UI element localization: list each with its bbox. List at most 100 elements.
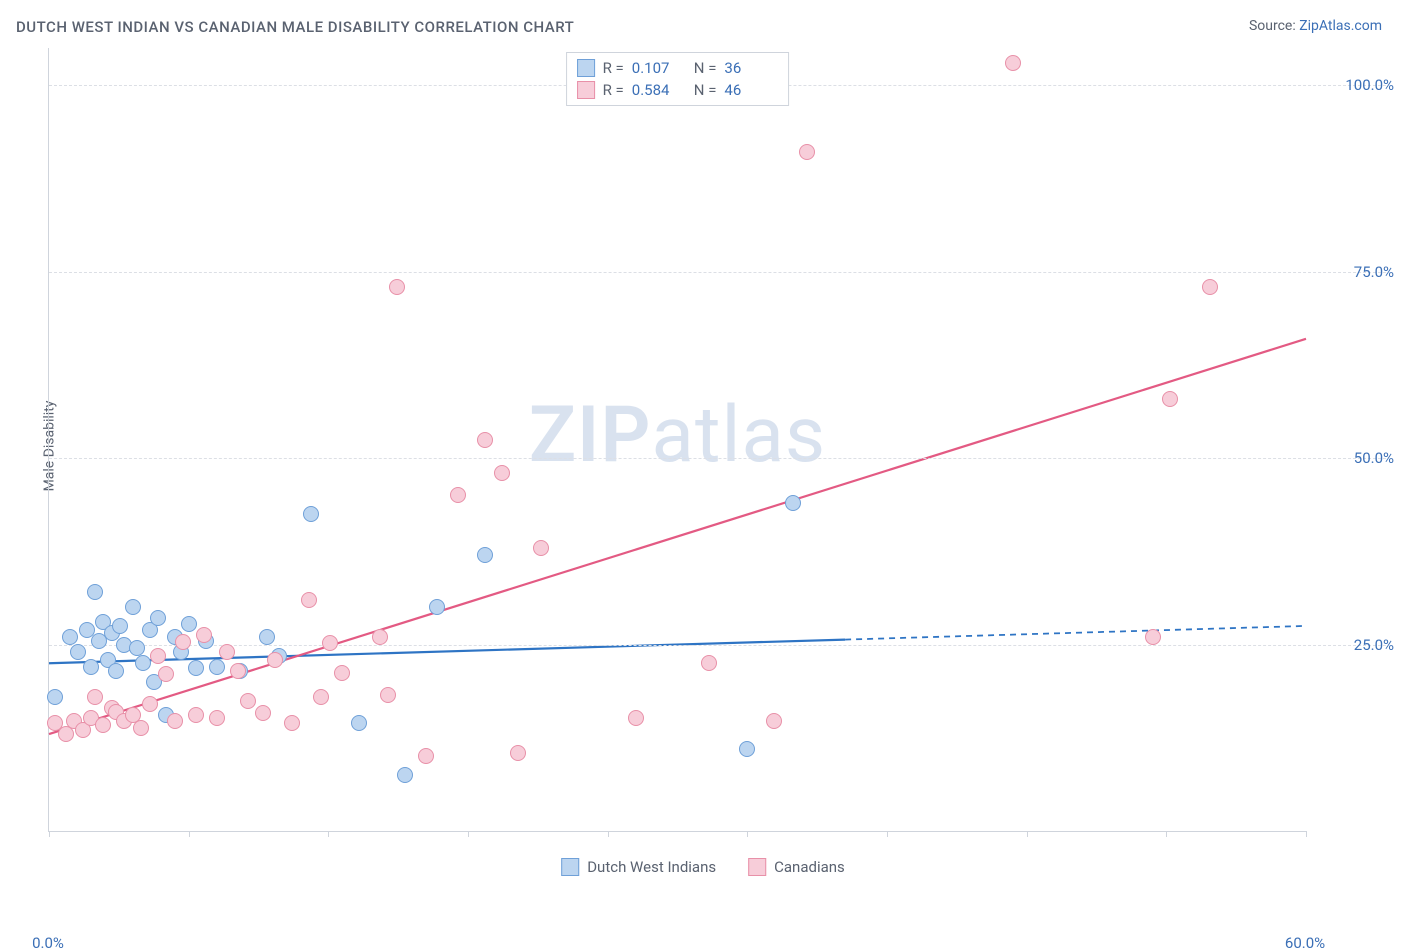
xtick [1306, 831, 1307, 837]
scatter-point [533, 540, 549, 556]
gridline [49, 272, 1386, 273]
scatter-point [1145, 629, 1161, 645]
scatter-point [150, 610, 166, 626]
ytick-label: 75.0% [1354, 263, 1394, 281]
legend-top-row: R = 0.107 N = 36 [577, 59, 779, 77]
source-link[interactable]: ZipAtlas.com [1299, 18, 1382, 34]
watermark-atlas: atlas [652, 389, 827, 480]
r-label: R = [603, 81, 624, 99]
chart-container: DUTCH WEST INDIAN VS CANADIAN MALE DISAB… [0, 0, 1406, 892]
scatter-point [95, 717, 111, 733]
xtick-label-min: 0.0% [32, 934, 64, 952]
scatter-point [701, 655, 717, 671]
series-legend: Dutch West Indians Canadians [561, 858, 845, 876]
xtick-label-max: 60.0% [1285, 934, 1325, 952]
scatter-point [785, 495, 801, 511]
gridline [49, 458, 1386, 459]
scatter-point [209, 710, 225, 726]
scatter-point [267, 652, 283, 668]
scatter-point [477, 432, 493, 448]
scatter-point [125, 599, 141, 615]
r-value: 0.584 [632, 81, 686, 99]
scatter-point [739, 741, 755, 757]
r-label: R = [603, 59, 624, 77]
xtick [1166, 831, 1167, 837]
scatter-point [47, 689, 63, 705]
xtick [49, 831, 50, 837]
scatter-point [429, 599, 445, 615]
scatter-point [230, 663, 246, 679]
scatter-point [175, 634, 191, 650]
legend-bottom-item: Dutch West Indians [561, 858, 716, 876]
scatter-point [301, 592, 317, 608]
scatter-point [418, 748, 434, 764]
scatter-point [108, 663, 124, 679]
scatter-point [351, 715, 367, 731]
scatter-point [510, 745, 526, 761]
xtick [189, 831, 190, 837]
scatter-point [380, 687, 396, 703]
scatter-point [87, 689, 103, 705]
ytick-label: 25.0% [1354, 636, 1394, 654]
xtick [468, 831, 469, 837]
xtick [328, 831, 329, 837]
legend-swatch [577, 81, 595, 99]
scatter-point [628, 710, 644, 726]
scatter-point [196, 627, 212, 643]
n-label: N = [694, 81, 717, 99]
scatter-point [494, 465, 510, 481]
scatter-point [158, 666, 174, 682]
source-prefix: Source: [1249, 18, 1299, 34]
scatter-point [284, 715, 300, 731]
scatter-point [334, 665, 350, 681]
legend-swatch [577, 59, 595, 77]
watermark: ZIPatlas [529, 389, 826, 480]
scatter-point [322, 635, 338, 651]
scatter-point [62, 629, 78, 645]
scatter-point [766, 713, 782, 729]
scatter-point [181, 616, 197, 632]
xtick [747, 831, 748, 837]
n-value: 36 [724, 59, 778, 77]
scatter-point [799, 144, 815, 160]
scatter-point [219, 644, 235, 660]
r-value: 0.107 [632, 59, 686, 77]
trend-line-dashed [845, 626, 1306, 640]
gridline [49, 645, 1386, 646]
scatter-point [150, 648, 166, 664]
scatter-point [259, 629, 275, 645]
scatter-point [255, 705, 271, 721]
scatter-point [477, 547, 493, 563]
scatter-point [240, 693, 256, 709]
n-value: 46 [724, 81, 778, 99]
source-attribution: Source: ZipAtlas.com [1249, 18, 1382, 34]
ytick-label: 50.0% [1354, 449, 1394, 467]
scatter-point [303, 506, 319, 522]
scatter-point [167, 713, 183, 729]
scatter-point [112, 618, 128, 634]
scatter-point [87, 584, 103, 600]
trend-line-solid [49, 640, 845, 664]
legend-swatch [748, 858, 766, 876]
legend-swatch [561, 858, 579, 876]
xtick [1027, 831, 1028, 837]
n-label: N = [694, 59, 717, 77]
scatter-point [397, 767, 413, 783]
scatter-point [70, 644, 86, 660]
xtick [887, 831, 888, 837]
scatter-point [188, 660, 204, 676]
watermark-zip: ZIP [529, 389, 652, 480]
legend-series-name: Dutch West Indians [587, 858, 716, 876]
scatter-point [1005, 55, 1021, 71]
scatter-point [372, 629, 388, 645]
scatter-point [1162, 391, 1178, 407]
scatter-point [389, 279, 405, 295]
scatter-point [129, 640, 145, 656]
scatter-point [58, 726, 74, 742]
scatter-point [209, 659, 225, 675]
legend-bottom-item: Canadians [748, 858, 845, 876]
ytick-label: 100.0% [1345, 76, 1394, 94]
scatter-point [188, 707, 204, 723]
scatter-point [133, 720, 149, 736]
legend-series-name: Canadians [774, 858, 845, 876]
